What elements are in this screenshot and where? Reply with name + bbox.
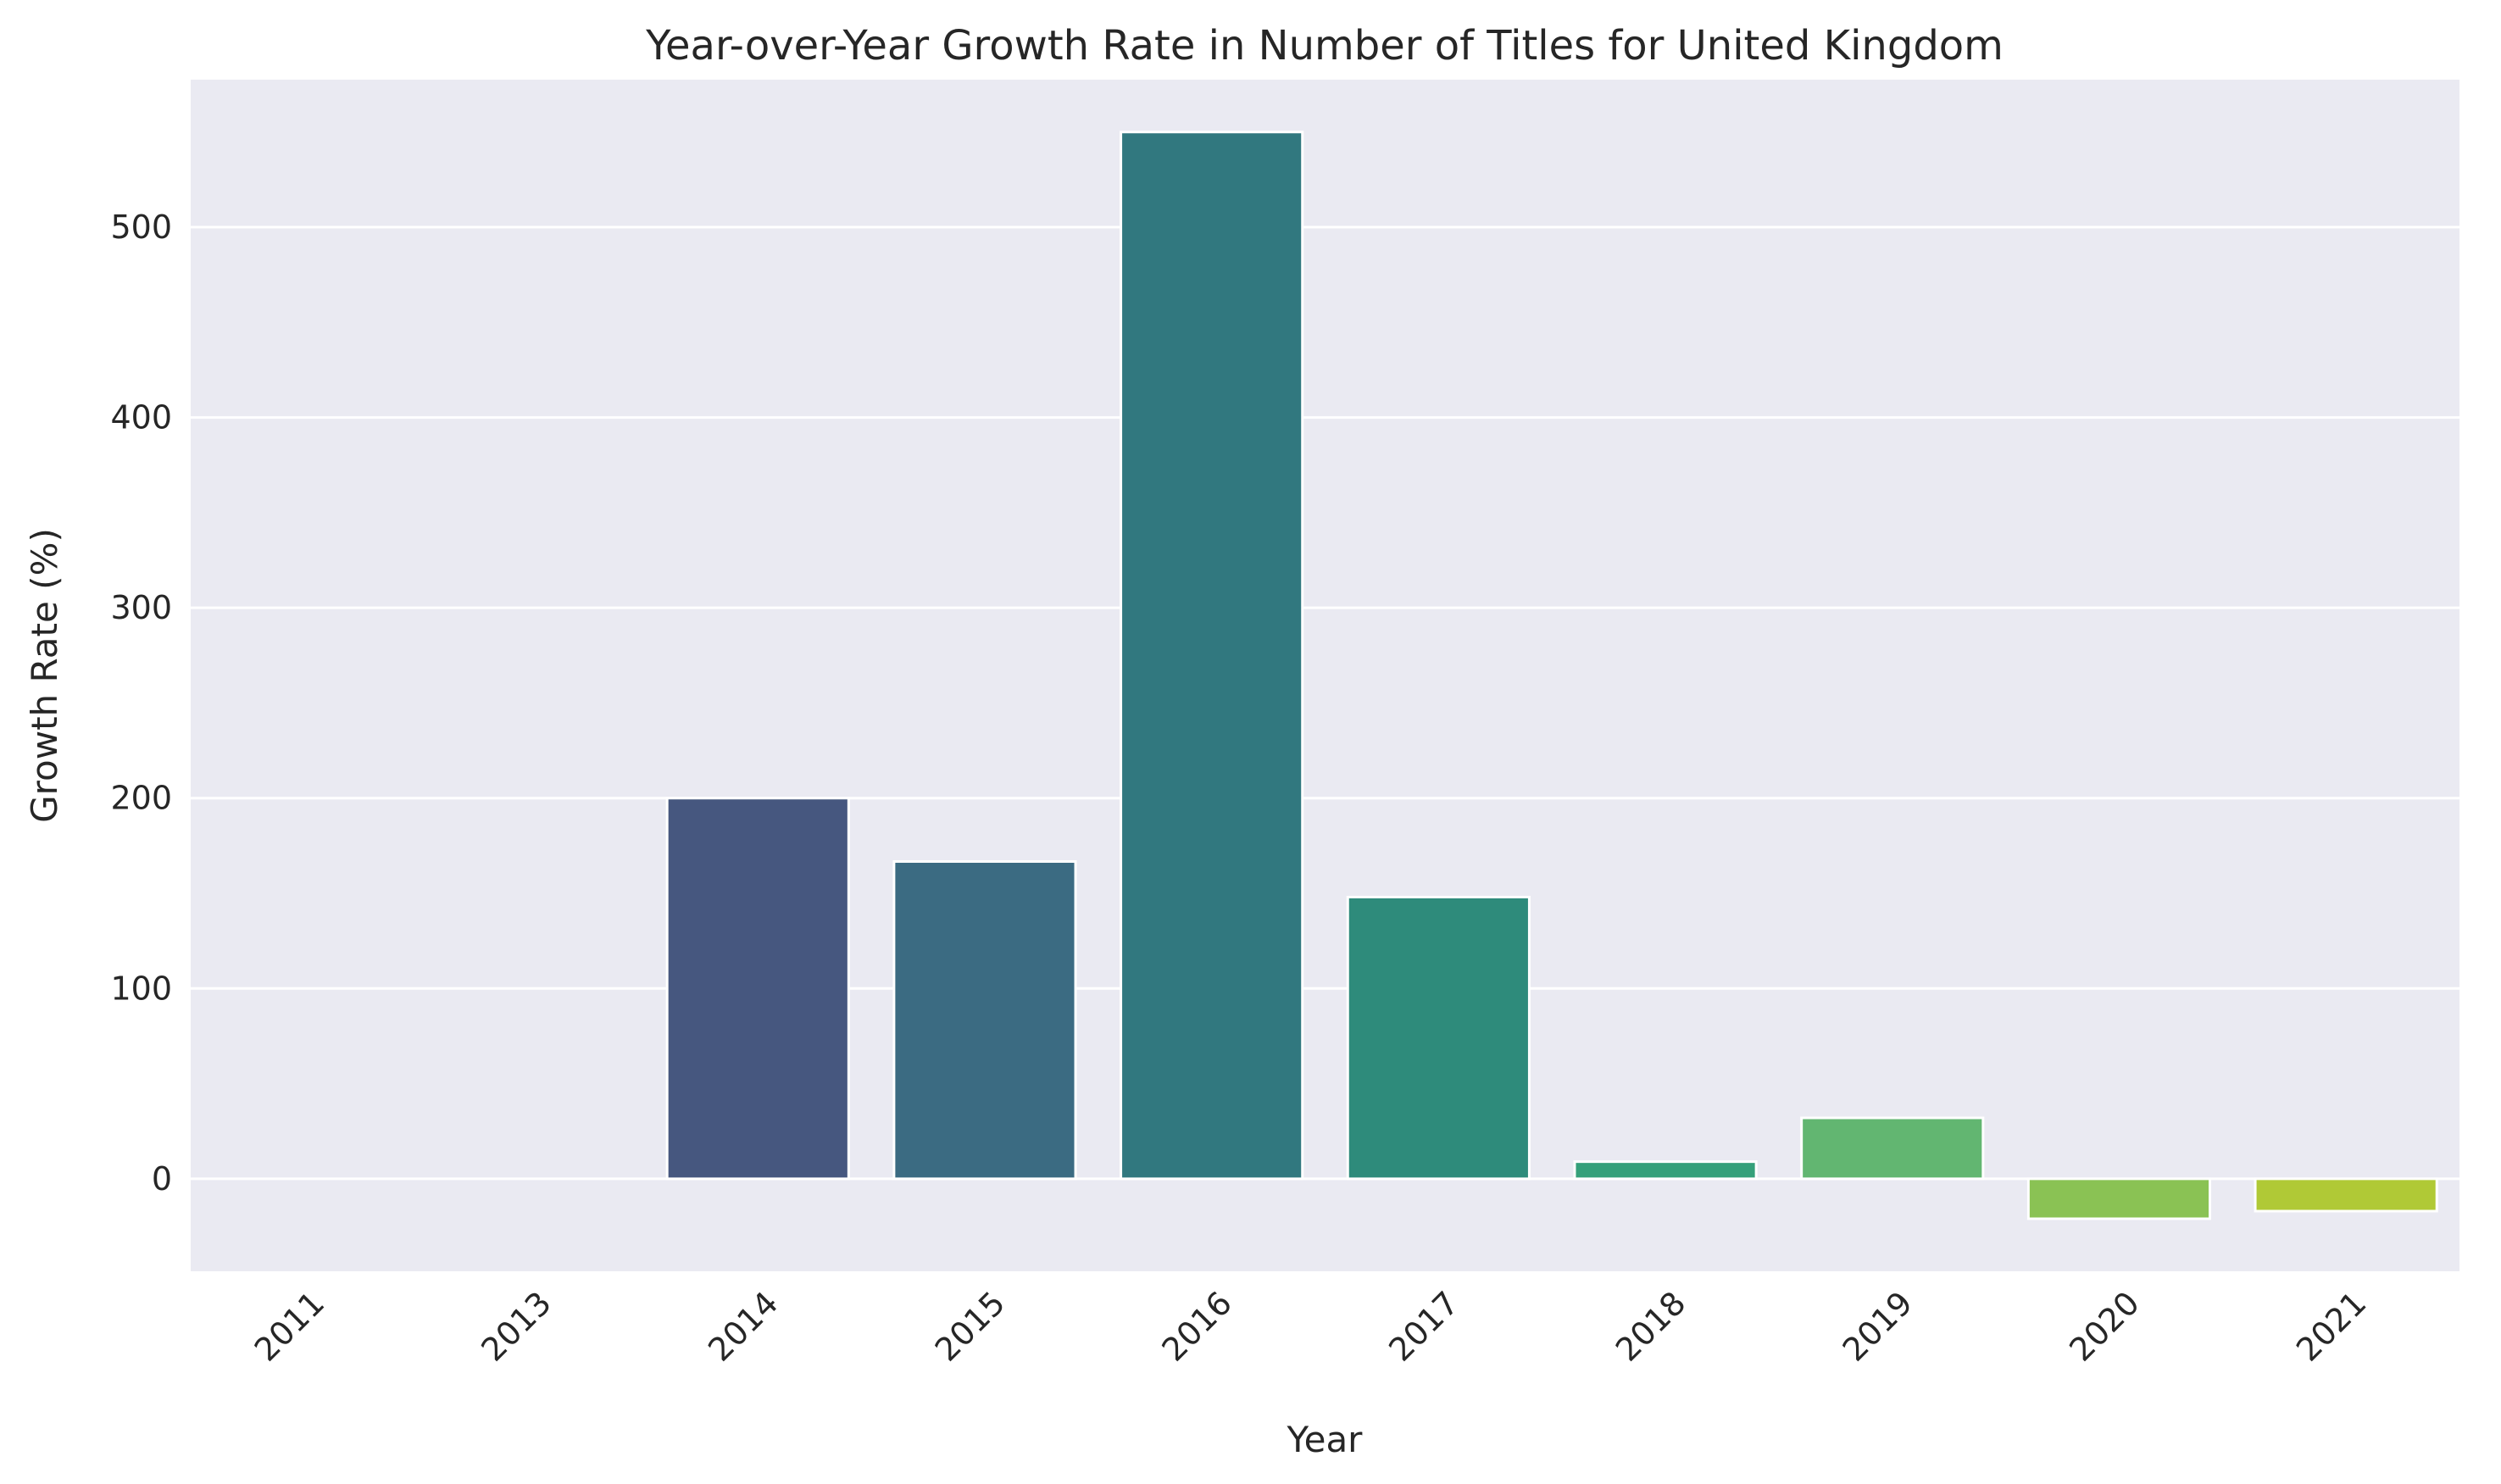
plot-area [191,80,2459,1271]
y-tick-label: 0 [152,1160,172,1198]
bar-2017 [1346,896,1531,1181]
bar-2021 [2254,1177,2438,1213]
x-tick-label: 2017 [1381,1284,1466,1369]
x-tick-label: 2014 [701,1284,786,1369]
x-tick-label: 2011 [247,1284,332,1369]
x-tick-label: 2013 [474,1284,559,1369]
x-tick-label: 2016 [1155,1284,1240,1369]
x-tick-label: 2019 [1836,1284,1920,1369]
x-tick-label: 2018 [1609,1284,1693,1369]
x-tick-label: 2020 [2062,1284,2147,1369]
y-tick-label: 100 [110,970,172,1007]
x-tick-label: 2021 [2289,1284,2374,1369]
bar-2016 [1120,131,1304,1181]
y-tick-label: 200 [110,780,172,817]
y-tick-label: 400 [110,399,172,436]
x-tick-labels: 2011 2013 2014 2015 2016 2017 2018 2019 2020 2021 [247,1284,2374,1369]
bars [665,131,2438,1220]
bar-2015 [892,860,1077,1181]
y-axis-label: Growth Rate (%) [24,528,65,823]
y-tick-label: 500 [110,208,172,246]
x-axis-label: Year [1287,1419,1364,1460]
bar-2019 [1800,1116,1985,1181]
bar-2018 [1573,1160,1758,1181]
x-tick-label: 2015 [928,1284,1013,1369]
y-tick-labels: 0 100 200 300 400 500 [110,208,172,1198]
chart-title: Year-over-Year Growth Rate in Number of … [645,22,2004,69]
bar-2020 [2026,1177,2212,1220]
bar-2014 [665,797,850,1181]
y-tick-label: 300 [110,589,172,626]
